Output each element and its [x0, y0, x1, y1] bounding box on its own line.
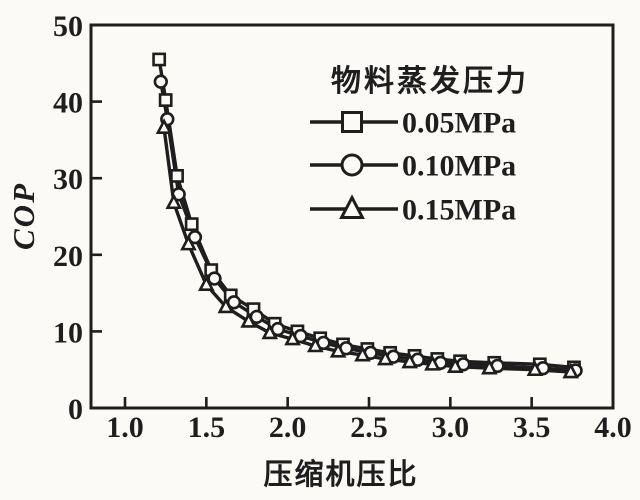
triangle-marker-icon	[481, 358, 498, 375]
x-tick-label: 3.5	[513, 411, 551, 444]
triangle-marker-icon	[526, 360, 544, 377]
axis-ticks-layer: 1.0 1.5 2.0 2.5 3.0 3.5 4.0 0 10 20 30 40 50	[53, 10, 632, 444]
triangle-marker-icon	[155, 118, 173, 134]
legend-title: 物料蒸发压力	[331, 65, 529, 98]
triangle-marker-icon	[240, 311, 257, 328]
legend-series-label: 0.15MPa	[402, 194, 516, 227]
triangle-marker-icon	[284, 329, 301, 346]
y-tick-label: 50	[53, 10, 83, 43]
triangle-marker-icon	[376, 349, 394, 366]
x-tick-label: 1.0	[106, 411, 144, 444]
plot-frame	[89, 23, 615, 410]
x-tick-label: 4.0	[594, 411, 632, 444]
y-tick-label: 20	[53, 240, 83, 273]
square-marker-icon	[184, 217, 199, 232]
legend: 0.05MPa 0.10MPa 0.15MPa	[310, 107, 516, 227]
x-tick-label: 2.5	[350, 411, 388, 444]
triangle-marker-icon	[424, 354, 441, 371]
triangle-marker-icon	[401, 352, 418, 369]
triangle-marker-icon	[329, 341, 347, 358]
data-series-layer	[152, 52, 583, 379]
y-tick-label: 0	[68, 393, 83, 426]
triangle-marker-icon	[217, 297, 235, 314]
triangle-marker-icon	[339, 194, 365, 220]
y-axis-label: COP	[6, 182, 41, 250]
plot-border	[89, 23, 615, 410]
triangle-marker-icon	[307, 336, 324, 353]
triangle-marker-icon	[165, 193, 183, 210]
square-marker-icon	[341, 111, 363, 133]
x-axis-label: 压缩机压比	[263, 458, 418, 491]
square-marker-icon	[170, 169, 184, 183]
circle-marker-icon	[153, 74, 168, 89]
square-marker-icon	[152, 52, 167, 67]
circle-marker-icon	[340, 153, 364, 177]
legend-series-label: 0.10MPa	[402, 150, 516, 183]
square-marker-icon	[158, 93, 173, 107]
circle-marker-icon	[207, 271, 222, 286]
x-tick-label: 2.0	[269, 411, 307, 444]
triangle-marker-icon	[180, 234, 197, 251]
triangle-marker-icon	[198, 275, 215, 292]
triangle-marker-icon	[354, 345, 371, 362]
triangle-marker-icon	[261, 323, 279, 340]
x-tick-label: 1.5	[188, 411, 226, 444]
x-tick-label: 3.0	[432, 411, 470, 444]
triangle-marker-icon	[446, 357, 464, 373]
triangle-marker-icon	[562, 362, 580, 379]
y-tick-label: 10	[53, 316, 83, 349]
y-tick-label: 40	[53, 87, 83, 120]
y-tick-label: 30	[53, 163, 83, 196]
legend-series-label: 0.05MPa	[402, 107, 516, 140]
